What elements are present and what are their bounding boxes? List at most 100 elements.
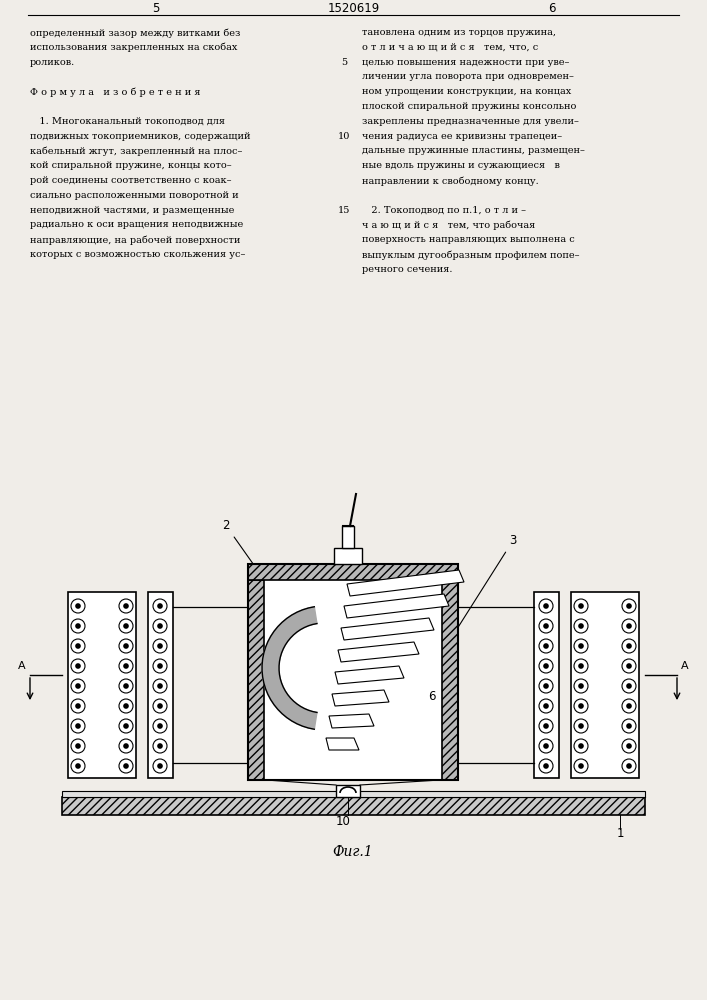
Circle shape xyxy=(158,624,162,628)
Text: 3: 3 xyxy=(452,534,517,638)
Text: радиально к оси вращения неподвижные: радиально к оси вращения неподвижные xyxy=(30,220,243,229)
Text: A: A xyxy=(681,661,689,671)
Polygon shape xyxy=(341,618,434,640)
Bar xyxy=(342,526,354,548)
Bar xyxy=(148,592,173,778)
Circle shape xyxy=(124,744,128,748)
Circle shape xyxy=(76,724,80,728)
Polygon shape xyxy=(335,666,404,684)
Circle shape xyxy=(627,744,631,748)
Circle shape xyxy=(158,764,162,768)
Text: направляющие, на рабочей поверхности: направляющие, на рабочей поверхности xyxy=(30,235,240,245)
Circle shape xyxy=(544,704,548,708)
Circle shape xyxy=(158,604,162,608)
Circle shape xyxy=(124,704,128,708)
Bar xyxy=(62,797,645,815)
Circle shape xyxy=(76,744,80,748)
Circle shape xyxy=(579,744,583,748)
Text: кабельный жгут, закрепленный на плос–: кабельный жгут, закрепленный на плос– xyxy=(30,146,243,156)
Circle shape xyxy=(124,624,128,628)
Text: о т л и ч а ю щ и й с я   тем, что, с: о т л и ч а ю щ и й с я тем, что, с xyxy=(362,43,538,52)
Circle shape xyxy=(627,724,631,728)
Circle shape xyxy=(579,764,583,768)
Text: сиально расположенными поворотной и: сиально расположенными поворотной и xyxy=(30,191,239,200)
Circle shape xyxy=(76,704,80,708)
Circle shape xyxy=(579,664,583,668)
Circle shape xyxy=(544,624,548,628)
Text: 2. Токоподвод по п.1, о т л и –: 2. Токоподвод по п.1, о т л и – xyxy=(362,206,526,215)
Circle shape xyxy=(579,684,583,688)
Circle shape xyxy=(627,644,631,648)
Circle shape xyxy=(544,644,548,648)
Text: подвижных токоприемников, содержащий: подвижных токоприемников, содержащий xyxy=(30,132,250,141)
Text: кой спиральной пружине, концы кото–: кой спиральной пружине, концы кото– xyxy=(30,161,232,170)
Circle shape xyxy=(627,684,631,688)
Text: рой соединены соответственно с коак–: рой соединены соответственно с коак– xyxy=(30,176,231,185)
Circle shape xyxy=(544,764,548,768)
Circle shape xyxy=(76,644,80,648)
Bar xyxy=(248,564,458,580)
Polygon shape xyxy=(338,642,419,662)
Circle shape xyxy=(627,764,631,768)
Circle shape xyxy=(124,724,128,728)
Bar xyxy=(334,548,362,564)
Polygon shape xyxy=(347,570,464,596)
Text: A: A xyxy=(18,661,26,671)
Text: плоской спиральной пружины консольно: плоской спиральной пружины консольно xyxy=(362,102,576,111)
Circle shape xyxy=(544,744,548,748)
Circle shape xyxy=(124,604,128,608)
Text: которых с возможностью скольжения ус–: которых с возможностью скольжения ус– xyxy=(30,250,245,259)
Text: 10: 10 xyxy=(338,132,350,141)
Bar xyxy=(248,580,264,780)
Text: личении угла поворота при одновремен–: личении угла поворота при одновремен– xyxy=(362,72,574,81)
Text: 15: 15 xyxy=(338,206,350,215)
Bar xyxy=(62,791,645,797)
Polygon shape xyxy=(344,594,449,618)
Text: ном упрощении конструкции, на концах: ном упрощении конструкции, на концах xyxy=(362,87,571,96)
Circle shape xyxy=(124,764,128,768)
Text: поверхность направляющих выполнена с: поверхность направляющих выполнена с xyxy=(362,235,575,244)
Text: Фиг.1: Фиг.1 xyxy=(333,845,373,859)
Text: закреплены предназначенные для увели–: закреплены предназначенные для увели– xyxy=(362,117,579,126)
Circle shape xyxy=(76,764,80,768)
Circle shape xyxy=(158,644,162,648)
Text: Ф о р м у л а   и з о б р е т е н и я: Ф о р м у л а и з о б р е т е н и я xyxy=(30,87,201,97)
Text: определенный зазор между витками без: определенный зазор между витками без xyxy=(30,28,240,37)
Circle shape xyxy=(579,724,583,728)
Circle shape xyxy=(76,604,80,608)
Circle shape xyxy=(76,684,80,688)
Bar xyxy=(571,592,639,778)
Text: использования закрепленных на скобах: использования закрепленных на скобах xyxy=(30,43,238,52)
Text: выпуклым дугообразным профилем попе–: выпуклым дугообразным профилем попе– xyxy=(362,250,580,259)
Circle shape xyxy=(76,664,80,668)
Text: 1. Многоканальный токоподвод для: 1. Многоканальный токоподвод для xyxy=(30,117,225,126)
Circle shape xyxy=(627,704,631,708)
Text: дальные пружинные пластины, размещен–: дальные пружинные пластины, размещен– xyxy=(362,146,585,155)
Bar xyxy=(248,564,458,780)
Circle shape xyxy=(158,684,162,688)
Text: целью повышения надежности при уве–: целью повышения надежности при уве– xyxy=(362,58,569,67)
Text: 6: 6 xyxy=(428,690,436,703)
Circle shape xyxy=(627,624,631,628)
Text: 5: 5 xyxy=(152,1,159,14)
Circle shape xyxy=(579,604,583,608)
Bar xyxy=(534,592,559,778)
Circle shape xyxy=(544,684,548,688)
Text: ные вдоль пружины и сужающиеся   в: ные вдоль пружины и сужающиеся в xyxy=(362,161,560,170)
Circle shape xyxy=(124,684,128,688)
Circle shape xyxy=(124,664,128,668)
Text: 1520619: 1520619 xyxy=(327,1,380,14)
Circle shape xyxy=(579,644,583,648)
Text: чения радиуса ее кривизны трапецеи–: чения радиуса ее кривизны трапецеи– xyxy=(362,132,562,141)
Circle shape xyxy=(158,704,162,708)
Polygon shape xyxy=(326,738,359,750)
Text: 5: 5 xyxy=(341,58,347,67)
Circle shape xyxy=(124,644,128,648)
Bar xyxy=(68,592,136,778)
Circle shape xyxy=(544,724,548,728)
Circle shape xyxy=(544,604,548,608)
Polygon shape xyxy=(329,714,374,728)
Circle shape xyxy=(627,604,631,608)
Text: ч а ю щ и й с я   тем, что рабочая: ч а ю щ и й с я тем, что рабочая xyxy=(362,220,535,230)
Text: тановлена одним из торцов пружина,: тановлена одним из торцов пружина, xyxy=(362,28,556,37)
